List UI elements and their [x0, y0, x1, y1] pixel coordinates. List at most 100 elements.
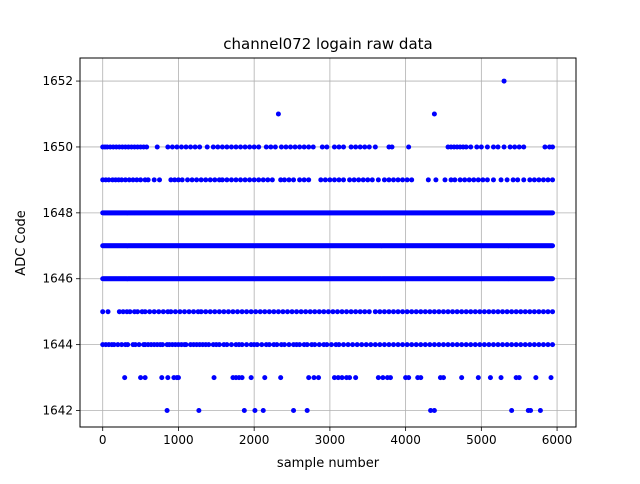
- data-point: [418, 309, 424, 315]
- data-point: [481, 342, 487, 348]
- data-point: [466, 177, 472, 183]
- data-point: [518, 309, 524, 315]
- data-point: [272, 144, 278, 150]
- data-point: [183, 342, 189, 348]
- data-point: [156, 309, 162, 315]
- data-point: [216, 342, 222, 348]
- data-point: [391, 177, 397, 183]
- data-point: [362, 144, 368, 150]
- data-point: [475, 375, 481, 381]
- data-point: [294, 309, 300, 315]
- data-point: [297, 144, 303, 150]
- data-point: [375, 375, 381, 381]
- data-point: [225, 309, 231, 315]
- data-point: [395, 177, 401, 183]
- data-point: [406, 144, 412, 150]
- data-point: [239, 309, 245, 315]
- data-point: [311, 375, 317, 381]
- data-point: [228, 144, 234, 150]
- data-point: [362, 309, 368, 315]
- data-point: [316, 309, 322, 315]
- data-point: [242, 177, 248, 183]
- data-point: [105, 309, 111, 315]
- data-point: [119, 177, 125, 183]
- data-point: [126, 177, 132, 183]
- data-point: [259, 342, 265, 348]
- data-point: [322, 177, 328, 183]
- data-point: [281, 177, 287, 183]
- data-point: [386, 177, 392, 183]
- data-point: [463, 309, 469, 315]
- data-point: [490, 342, 496, 348]
- data-point: [531, 309, 537, 315]
- data-point: [312, 309, 318, 315]
- data-point: [459, 309, 465, 315]
- data-point: [498, 177, 504, 183]
- data-point: [436, 342, 442, 348]
- data-point: [179, 177, 185, 183]
- data-point: [233, 177, 239, 183]
- data-point: [203, 309, 209, 315]
- data-point: [125, 342, 131, 348]
- data-point: [381, 309, 387, 315]
- data-point: [177, 309, 183, 315]
- data-point: [224, 342, 230, 348]
- data-point: [413, 309, 419, 315]
- data-point: [507, 144, 513, 150]
- data-point: [244, 342, 250, 348]
- data-point: [310, 144, 316, 150]
- x-axis-label: sample number: [277, 456, 380, 471]
- data-point: [301, 144, 307, 150]
- data-point: [536, 177, 542, 183]
- data-point: [283, 144, 289, 150]
- data-point: [381, 177, 387, 183]
- data-point: [242, 144, 248, 150]
- data-point: [269, 177, 275, 183]
- data-point: [459, 342, 465, 348]
- data-point: [241, 408, 247, 414]
- data-point: [151, 309, 157, 315]
- data-point: [154, 144, 160, 150]
- data-point: [275, 111, 281, 117]
- data-point: [151, 177, 157, 183]
- data-point: [196, 408, 202, 414]
- data-point: [445, 342, 451, 348]
- data-point: [168, 177, 174, 183]
- data-point: [498, 375, 504, 381]
- data-point: [318, 177, 324, 183]
- data-point: [185, 177, 191, 183]
- data-point: [366, 144, 372, 150]
- data-point: [316, 342, 322, 348]
- data-point: [545, 342, 551, 348]
- x-tick-label: 1000: [163, 433, 194, 447]
- data-point: [428, 408, 434, 414]
- data-point: [463, 342, 469, 348]
- data-point: [291, 408, 297, 414]
- data-point: [266, 309, 272, 315]
- data-point: [521, 144, 527, 150]
- data-point: [515, 177, 521, 183]
- data-point: [528, 408, 534, 414]
- data-point: [406, 375, 412, 381]
- data-point: [527, 309, 533, 315]
- data-point: [306, 375, 312, 381]
- chart-title: channel072 logain raw data: [223, 35, 432, 53]
- data-point: [262, 375, 268, 381]
- data-point: [221, 309, 227, 315]
- data-point: [348, 144, 354, 150]
- data-point: [522, 342, 528, 348]
- data-point: [316, 375, 322, 381]
- data-point: [347, 375, 353, 381]
- data-point: [452, 177, 458, 183]
- data-point: [262, 309, 268, 315]
- data-point: [212, 177, 218, 183]
- data-point: [400, 309, 406, 315]
- data-point: [188, 144, 194, 150]
- data-point: [142, 375, 148, 381]
- data-point: [344, 309, 350, 315]
- data-point: [204, 144, 210, 150]
- data-point: [327, 177, 333, 183]
- data-point: [377, 309, 383, 315]
- data-point: [165, 375, 171, 381]
